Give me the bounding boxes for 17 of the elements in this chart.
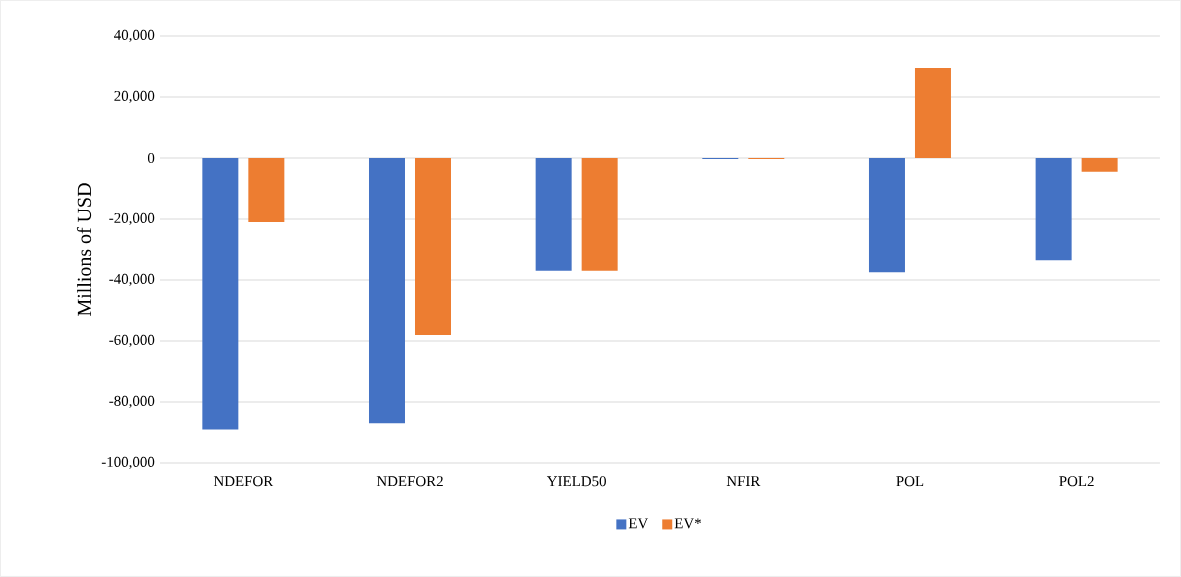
y-tick-label: -20,000	[109, 212, 155, 226]
y-tick-label: -100,000	[101, 456, 155, 470]
y-tick-label: -60,000	[109, 334, 155, 348]
x-tick-label: YIELD50	[546, 476, 606, 487]
legend-label: EV*	[674, 518, 701, 529]
y-tick-label: 0	[147, 152, 155, 164]
legend-label: EV	[628, 518, 649, 529]
y-axis-title: Millions of USD	[76, 183, 92, 316]
y-tick-label: 40,000	[114, 29, 155, 43]
y-tick-label: -80,000	[109, 395, 155, 409]
x-tick-label: POL2	[1059, 476, 1094, 487]
y-tick-label: -40,000	[109, 273, 155, 287]
y-tick-label: 20,000	[114, 90, 155, 104]
x-tick-label: NDEFOR	[213, 476, 274, 487]
x-tick-label: POL	[896, 476, 924, 487]
x-tick-label: NDEFOR2	[376, 476, 443, 487]
x-tick-label: NFIR	[726, 476, 761, 486]
